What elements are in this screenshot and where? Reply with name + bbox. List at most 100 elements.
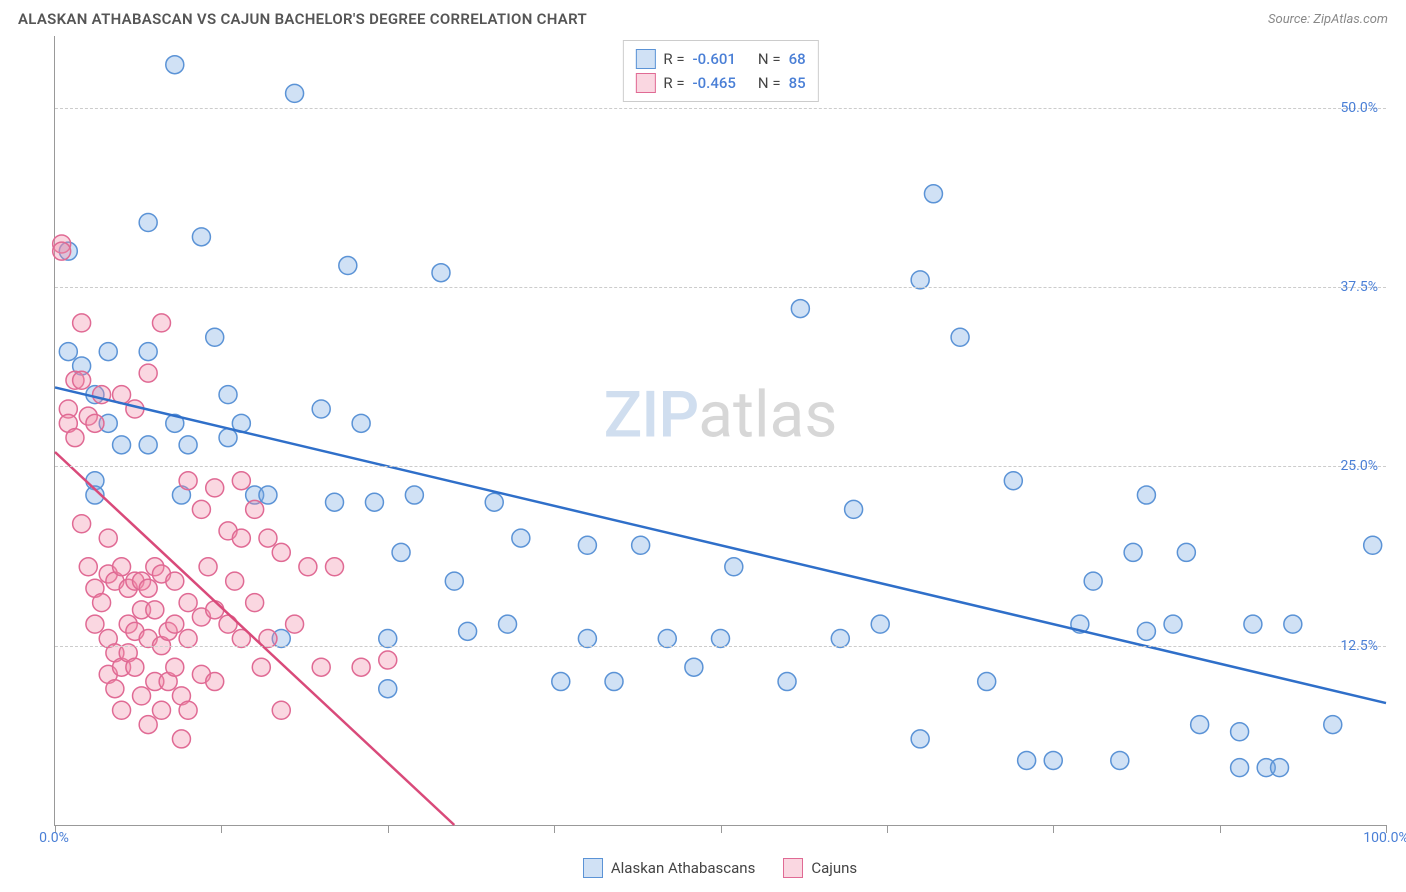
data-point-athabascan	[113, 436, 131, 454]
data-point-athabascan	[219, 429, 237, 447]
data-point-athabascan	[1137, 622, 1155, 640]
data-point-cajun	[259, 529, 277, 547]
data-point-cajun	[73, 371, 91, 389]
data-point-athabascan	[339, 257, 357, 275]
data-point-cajun	[232, 529, 250, 547]
legend-label-cajun: Cajuns	[811, 859, 857, 877]
data-point-athabascan	[1018, 751, 1036, 769]
chart-container: ALASKAN ATHABASCAN VS CAJUN BACHELOR'S D…	[10, 10, 1396, 882]
legend-swatch-cajun	[635, 73, 655, 93]
data-point-cajun	[199, 558, 217, 576]
data-point-athabascan	[259, 486, 277, 504]
data-point-athabascan	[445, 572, 463, 590]
scatter-svg	[55, 36, 1386, 825]
legend-series: Alaskan Athabascans Cajuns	[54, 850, 1386, 878]
x-tick-label-right: 100.0%	[1363, 830, 1406, 846]
data-point-cajun	[139, 716, 157, 734]
data-point-cajun	[179, 594, 197, 612]
plot-area: ZIPatlas R = -0.601 N = 68 R = -0.465 N …	[54, 36, 1386, 826]
data-point-athabascan	[432, 264, 450, 282]
data-point-cajun	[246, 500, 264, 518]
data-point-athabascan	[578, 536, 596, 554]
data-point-cajun	[73, 515, 91, 533]
data-point-athabascan	[1271, 759, 1289, 777]
data-point-cajun	[326, 558, 344, 576]
data-point-athabascan	[778, 673, 796, 691]
data-point-cajun	[246, 594, 264, 612]
data-point-athabascan	[871, 615, 889, 633]
data-point-cajun	[139, 579, 157, 597]
data-point-athabascan	[951, 328, 969, 346]
data-point-athabascan	[1244, 615, 1262, 633]
y-tick-label: 37.5%	[1340, 279, 1378, 295]
source-label: Source: ZipAtlas.com	[1268, 12, 1388, 27]
data-point-cajun	[53, 242, 71, 260]
y-tick-label: 50.0%	[1340, 100, 1378, 116]
data-point-cajun	[272, 701, 290, 719]
legend-stats-row: R = -0.465 N = 85	[635, 71, 805, 95]
legend-swatch-athabascan	[635, 49, 655, 69]
data-point-athabascan	[59, 343, 77, 361]
data-point-athabascan	[1124, 543, 1142, 561]
data-point-athabascan	[139, 343, 157, 361]
data-point-athabascan	[1111, 751, 1129, 769]
legend-swatch-cajun	[783, 858, 803, 878]
data-point-cajun	[113, 701, 131, 719]
data-point-athabascan	[1324, 716, 1342, 734]
data-point-cajun	[206, 601, 224, 619]
data-point-cajun	[106, 680, 124, 698]
y-tick-label: 12.5%	[1340, 638, 1378, 654]
data-point-athabascan	[512, 529, 530, 547]
r-label: R =	[663, 50, 684, 68]
n-value-athabascan: 68	[789, 50, 806, 68]
n-label: N =	[758, 74, 781, 92]
data-point-athabascan	[1044, 751, 1062, 769]
data-point-cajun	[352, 658, 370, 676]
data-point-athabascan	[1364, 536, 1382, 554]
data-point-cajun	[272, 543, 290, 561]
data-point-cajun	[192, 500, 210, 518]
data-point-athabascan	[685, 658, 703, 676]
legend-item-cajun: Cajuns	[783, 858, 857, 878]
data-point-athabascan	[206, 328, 224, 346]
data-point-athabascan	[1137, 486, 1155, 504]
data-point-athabascan	[379, 680, 397, 698]
data-point-cajun	[166, 572, 184, 590]
data-point-cajun	[93, 594, 111, 612]
data-point-cajun	[206, 479, 224, 497]
data-point-cajun	[379, 651, 397, 669]
chart-title: ALASKAN ATHABASCAN VS CAJUN BACHELOR'S D…	[18, 10, 587, 28]
data-point-athabascan	[725, 558, 743, 576]
legend-stats: R = -0.601 N = 68 R = -0.465 N = 85	[622, 40, 818, 102]
data-point-athabascan	[978, 673, 996, 691]
data-point-athabascan	[139, 436, 157, 454]
data-point-athabascan	[179, 436, 197, 454]
data-point-athabascan	[286, 84, 304, 102]
data-point-athabascan	[1164, 615, 1182, 633]
data-point-athabascan	[632, 536, 650, 554]
data-point-athabascan	[219, 386, 237, 404]
data-point-cajun	[73, 314, 91, 332]
data-point-athabascan	[405, 486, 423, 504]
legend-label-athabascan: Alaskan Athabascans	[611, 859, 755, 877]
data-point-cajun	[252, 658, 270, 676]
data-point-athabascan	[552, 673, 570, 691]
data-point-cajun	[166, 658, 184, 676]
data-point-cajun	[226, 572, 244, 590]
data-point-cajun	[206, 673, 224, 691]
data-point-athabascan	[1177, 543, 1195, 561]
n-value-cajun: 85	[789, 74, 806, 92]
data-point-athabascan	[845, 500, 863, 518]
data-point-cajun	[286, 615, 304, 633]
data-point-athabascan	[166, 56, 184, 74]
data-point-cajun	[166, 615, 184, 633]
data-point-athabascan	[99, 343, 117, 361]
data-point-cajun	[152, 314, 170, 332]
data-point-cajun	[113, 558, 131, 576]
data-point-cajun	[99, 529, 117, 547]
data-point-cajun	[146, 601, 164, 619]
data-point-athabascan	[392, 543, 410, 561]
x-axis-labels: 0.0%100.0%	[54, 826, 1386, 850]
x-tick-label-left: 0.0%	[39, 830, 69, 846]
gridline	[55, 287, 1386, 288]
